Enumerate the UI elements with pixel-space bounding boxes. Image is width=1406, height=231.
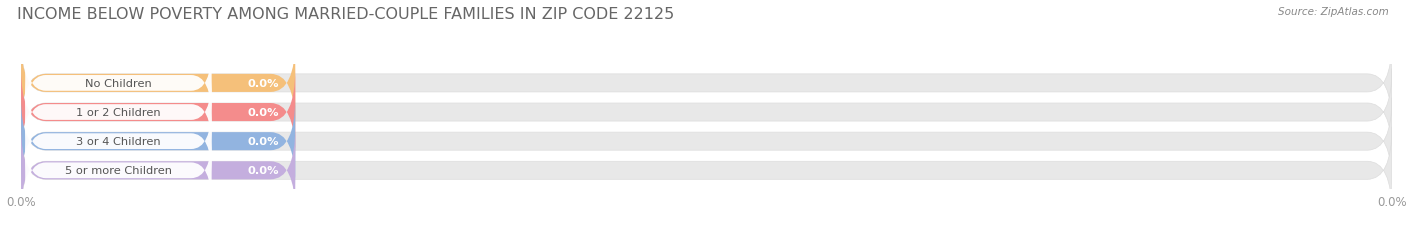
Text: 5 or more Children: 5 or more Children: [65, 166, 172, 176]
FancyBboxPatch shape: [21, 69, 1392, 156]
Text: 0.0%: 0.0%: [247, 108, 278, 118]
FancyBboxPatch shape: [21, 98, 295, 185]
FancyBboxPatch shape: [21, 40, 295, 127]
Text: 3 or 4 Children: 3 or 4 Children: [76, 137, 160, 146]
FancyBboxPatch shape: [21, 127, 1392, 214]
Text: INCOME BELOW POVERTY AMONG MARRIED-COUPLE FAMILIES IN ZIP CODE 22125: INCOME BELOW POVERTY AMONG MARRIED-COUPL…: [17, 7, 673, 22]
FancyBboxPatch shape: [21, 98, 1392, 185]
Text: 0.0%: 0.0%: [247, 79, 278, 88]
Text: No Children: No Children: [84, 79, 152, 88]
Text: 0.0%: 0.0%: [247, 137, 278, 146]
FancyBboxPatch shape: [21, 69, 295, 156]
FancyBboxPatch shape: [21, 40, 1392, 127]
Text: 1 or 2 Children: 1 or 2 Children: [76, 108, 160, 118]
Text: Source: ZipAtlas.com: Source: ZipAtlas.com: [1278, 7, 1389, 17]
FancyBboxPatch shape: [25, 77, 212, 148]
Text: 0.0%: 0.0%: [247, 166, 278, 176]
FancyBboxPatch shape: [25, 135, 212, 206]
FancyBboxPatch shape: [25, 48, 212, 119]
FancyBboxPatch shape: [21, 127, 295, 214]
FancyBboxPatch shape: [25, 106, 212, 177]
